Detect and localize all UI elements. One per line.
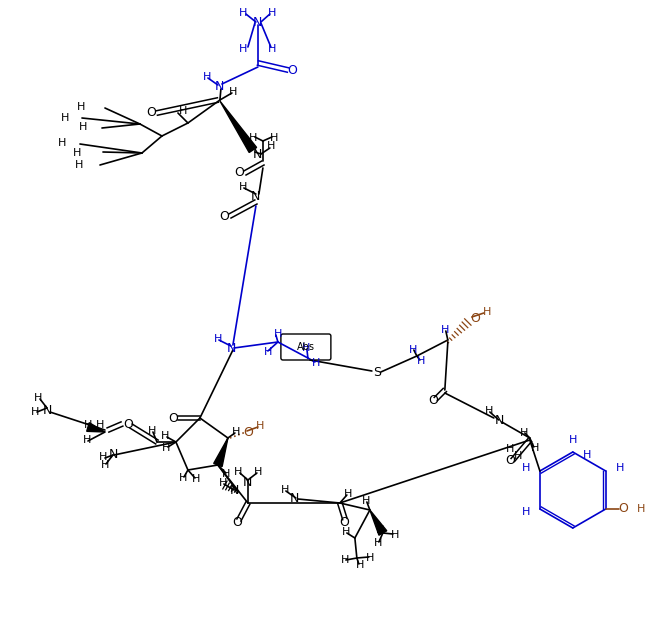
Text: N: N <box>215 80 225 94</box>
Text: O: O <box>146 106 156 120</box>
Text: H: H <box>254 467 262 477</box>
Text: H: H <box>34 393 42 403</box>
Text: H: H <box>234 467 242 477</box>
Text: O: O <box>234 166 244 180</box>
Text: N: N <box>253 149 262 161</box>
Text: H: H <box>373 538 382 548</box>
Text: N: N <box>253 16 262 30</box>
Text: O: O <box>243 425 253 439</box>
Text: O: O <box>219 211 229 223</box>
Text: H: H <box>274 329 282 339</box>
Text: H: H <box>267 44 276 54</box>
Polygon shape <box>214 438 228 467</box>
Text: N: N <box>230 484 240 496</box>
Text: H: H <box>270 133 278 143</box>
Text: H: H <box>239 44 247 54</box>
Text: H: H <box>302 343 310 353</box>
Text: H: H <box>222 469 230 479</box>
Text: H: H <box>79 122 87 132</box>
Text: H: H <box>203 72 211 82</box>
Text: H: H <box>342 527 350 537</box>
Text: H: H <box>366 553 374 563</box>
Text: H: H <box>522 463 530 473</box>
Text: N: N <box>244 475 253 489</box>
Text: H: H <box>96 420 104 430</box>
Text: Abs: Abs <box>297 342 315 352</box>
Text: O: O <box>470 311 480 325</box>
Text: H: H <box>376 525 384 535</box>
Text: N: N <box>495 415 505 427</box>
Text: S: S <box>373 365 381 379</box>
Text: H: H <box>519 428 528 438</box>
Polygon shape <box>370 510 387 536</box>
Text: H: H <box>192 474 200 484</box>
Text: H: H <box>73 148 81 158</box>
Text: H: H <box>391 530 399 540</box>
Text: H: H <box>75 160 83 170</box>
Text: N: N <box>109 449 118 461</box>
Text: H: H <box>249 133 257 143</box>
Text: H: H <box>83 435 91 445</box>
Text: H: H <box>162 443 170 453</box>
Text: H: H <box>583 450 591 460</box>
Text: O: O <box>168 411 178 425</box>
Text: N: N <box>227 341 236 354</box>
Text: H: H <box>239 8 247 18</box>
Text: H: H <box>356 560 364 570</box>
Text: H: H <box>161 431 169 441</box>
Text: H: H <box>616 463 624 473</box>
Text: N: N <box>290 491 300 505</box>
Text: H: H <box>214 334 222 344</box>
Text: H: H <box>409 345 417 355</box>
Text: H: H <box>256 421 264 431</box>
Text: H: H <box>61 113 69 123</box>
FancyBboxPatch shape <box>281 334 331 360</box>
Text: H: H <box>483 307 491 317</box>
Text: H: H <box>344 489 352 499</box>
Text: H: H <box>101 460 109 470</box>
Text: H: H <box>99 452 107 462</box>
Text: H: H <box>219 478 227 488</box>
Text: H: H <box>506 444 514 454</box>
Polygon shape <box>220 101 256 153</box>
Text: H: H <box>264 347 272 357</box>
Text: H: H <box>311 358 320 368</box>
Text: H: H <box>340 555 349 565</box>
Text: O: O <box>619 503 629 515</box>
Text: O: O <box>505 454 515 468</box>
Text: H: H <box>179 473 187 483</box>
Text: H: H <box>229 87 237 97</box>
Text: H: H <box>636 504 645 514</box>
Text: H: H <box>57 138 66 148</box>
Text: H: H <box>417 356 425 366</box>
Text: O: O <box>287 63 297 77</box>
Text: H: H <box>232 427 240 437</box>
Text: N: N <box>42 403 52 417</box>
Text: H: H <box>179 106 187 116</box>
Text: H: H <box>281 485 289 495</box>
Text: H: H <box>148 426 156 436</box>
Text: H: H <box>441 325 449 335</box>
Text: H: H <box>84 420 92 430</box>
Text: O: O <box>428 394 438 406</box>
Text: N: N <box>251 191 260 203</box>
Text: H: H <box>77 102 85 112</box>
Polygon shape <box>87 423 105 432</box>
Text: H: H <box>31 407 39 417</box>
Text: H: H <box>568 435 577 445</box>
Text: H: H <box>362 496 370 506</box>
Text: H: H <box>267 141 275 151</box>
Text: H: H <box>267 8 276 18</box>
Text: O: O <box>232 517 242 529</box>
Text: O: O <box>339 515 349 529</box>
Text: O: O <box>123 418 133 432</box>
Text: H: H <box>530 443 539 453</box>
Text: H: H <box>484 406 493 416</box>
Text: H: H <box>514 451 522 461</box>
Text: H: H <box>522 507 530 517</box>
Text: H: H <box>239 182 247 192</box>
